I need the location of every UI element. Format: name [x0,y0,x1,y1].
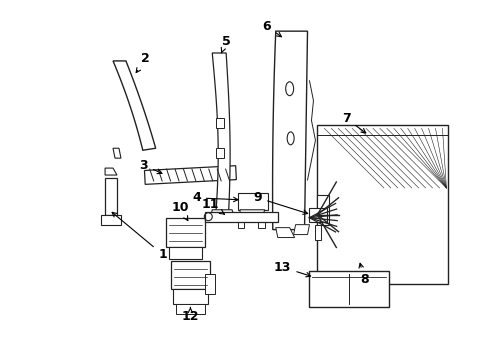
Polygon shape [105,178,117,215]
Polygon shape [309,208,326,222]
Text: 13: 13 [273,261,310,277]
Polygon shape [238,218,244,228]
Polygon shape [317,195,328,225]
Polygon shape [205,274,215,294]
Polygon shape [105,168,117,175]
Polygon shape [240,210,264,218]
Polygon shape [272,31,307,230]
Polygon shape [315,225,321,239]
Polygon shape [210,210,235,220]
Text: 3: 3 [139,159,162,174]
Polygon shape [216,118,224,129]
Text: 2: 2 [136,53,150,72]
Polygon shape [257,218,264,228]
Text: 1: 1 [112,212,167,261]
Text: 4: 4 [192,192,238,204]
Polygon shape [216,148,224,158]
Polygon shape [238,193,267,210]
Polygon shape [317,125,447,284]
Polygon shape [168,247,202,260]
Text: 10: 10 [171,201,189,221]
Polygon shape [172,289,208,304]
Polygon shape [175,304,205,314]
Text: 8: 8 [358,263,367,286]
Text: 5: 5 [221,35,230,53]
Text: 12: 12 [182,307,199,323]
Polygon shape [144,166,236,184]
Polygon shape [275,228,294,238]
Text: 11: 11 [201,198,224,214]
Polygon shape [113,148,121,158]
Polygon shape [165,218,205,247]
Ellipse shape [286,132,293,145]
Polygon shape [212,53,230,215]
Text: 7: 7 [341,112,365,133]
Polygon shape [309,271,388,307]
Text: 9: 9 [253,192,307,214]
Polygon shape [170,261,210,289]
Text: 6: 6 [262,20,281,37]
Polygon shape [101,215,121,225]
Ellipse shape [285,82,293,96]
Polygon shape [293,225,309,235]
Polygon shape [205,212,277,222]
Polygon shape [113,61,155,150]
